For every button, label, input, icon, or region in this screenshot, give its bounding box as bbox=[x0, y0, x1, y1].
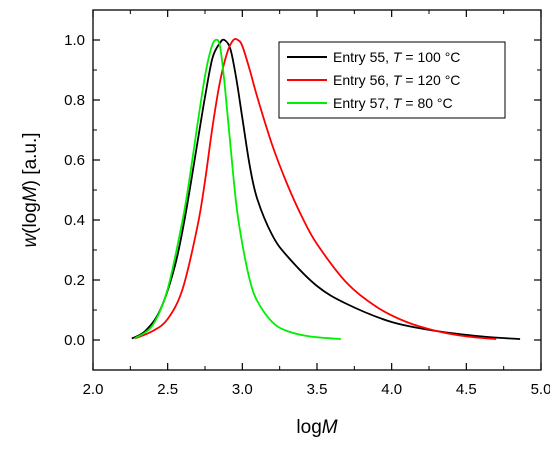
x-tick-label: 2.5 bbox=[157, 381, 178, 398]
series-line-3 bbox=[134, 38, 341, 340]
tick-labels: 2.0 2.5 3.0 3.5 4.0 4.5 5.0 0.0 0.2 0.4 0.6 0.8 1.0 bbox=[64, 32, 550, 398]
y-tick-label: 0.8 bbox=[64, 92, 85, 109]
y-tick-label: 1.0 bbox=[64, 32, 85, 49]
y-tick-label: 0.6 bbox=[64, 152, 85, 169]
x-tick-label: 5.0 bbox=[531, 381, 550, 398]
x-tick-label: 2.0 bbox=[83, 381, 104, 398]
y-axis-label: w(logM) [a.u.] bbox=[20, 132, 41, 247]
series-layer bbox=[131, 37, 521, 340]
legend-label-entry-56: Entry 56, T = 120 °C bbox=[333, 72, 460, 88]
x-tick-label: 4.0 bbox=[381, 381, 402, 398]
y-tick-label: 0.2 bbox=[64, 272, 85, 289]
x-tick-label: 3.0 bbox=[232, 381, 253, 398]
legend: Entry 55, T = 100 °C Entry 56, T = 120 °… bbox=[278, 41, 506, 119]
x-tick-label: 3.5 bbox=[307, 381, 328, 398]
x-axis-label: logM bbox=[296, 417, 337, 438]
x-tick-label: 4.5 bbox=[456, 381, 477, 398]
legend-label-entry-57: Entry 57, T = 80 °C bbox=[333, 95, 453, 111]
legend-label-entry-55: Entry 55, T = 100 °C bbox=[333, 49, 460, 65]
y-tick-label: 0.0 bbox=[64, 332, 85, 349]
tick-marks bbox=[92, 10, 542, 370]
y-tick-label: 0.4 bbox=[64, 212, 85, 229]
series-line-1 bbox=[131, 38, 521, 340]
series-line-2 bbox=[134, 37, 497, 340]
